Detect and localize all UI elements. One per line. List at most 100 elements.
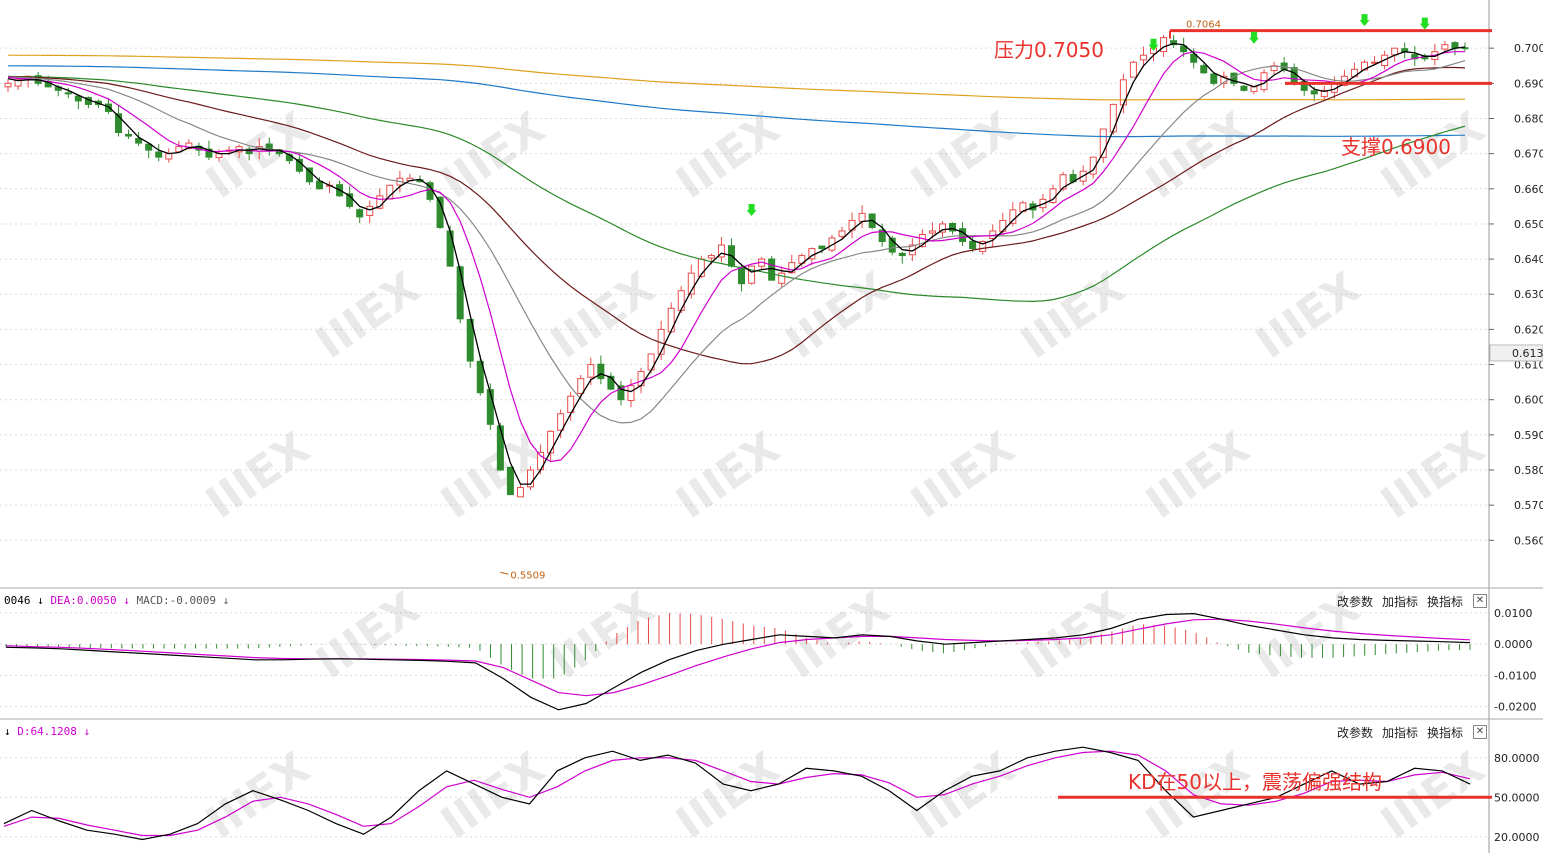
candle-down [64,92,72,95]
watermark-logo: IIIEX [307,262,429,369]
buy-signal-arrow-icon [1359,14,1370,27]
candles-group [4,34,1469,498]
candle-down [878,229,886,243]
candle-up [1441,44,1449,50]
macd-dea-line [5,618,1471,697]
candle-up [908,244,916,256]
candle-down [1240,85,1248,91]
candle-down [104,103,112,112]
candle-up [748,265,756,284]
candle-up [858,212,866,222]
macd-y-tick-label: 0.0000 [1494,638,1533,651]
watermark-logo: IIIEX [197,742,319,849]
candle-down [1461,47,1469,50]
buy-signal-arrow-icon [1148,38,1159,51]
candle-up [577,378,585,394]
kd-add-indicator-button[interactable]: 加指标 [1382,726,1419,740]
candle-up [1220,75,1228,84]
candle-down [597,363,605,380]
candle-down [155,151,163,158]
macd-dif-value: 0046 [4,594,31,607]
macd-close-icon[interactable]: ✕ [1473,594,1487,608]
candle-down [346,193,354,207]
macd-dea-arrow: ↓ [123,594,130,607]
candle-up [185,142,193,150]
candle-up [1139,54,1147,61]
watermark-logo: IIIEX [1012,262,1134,369]
candle-up [1250,86,1258,93]
candle-down [607,375,615,390]
kd-params-button[interactable]: 改参数 [1337,726,1374,740]
kd-k-arrow: ↓ [4,725,11,738]
candle-up [928,230,936,234]
candle-up [1320,89,1328,98]
watermark-logo: IIIEX [1247,262,1369,369]
low-price-label: 0.5509 [510,570,545,581]
kd-y-tick-label: 80.0000 [1494,752,1540,765]
high-price-label: 0.7064 [1186,20,1221,31]
candle-up [4,82,12,88]
ma60-line [7,66,1466,365]
candle-up [386,184,394,200]
macd-y-tick-label: -0.0200 [1494,701,1536,714]
support-annotation: 支撑0.6900 [1341,135,1451,159]
candle-up [979,241,987,252]
watermark-logo: IIIEX [307,582,429,689]
ma5-line [7,42,1466,485]
macd-dif-line [5,612,1471,711]
ma20-line [7,60,1466,424]
watermark-logo: IIIEX [902,742,1024,849]
candle-down [1310,90,1318,95]
candle-down [1210,73,1218,84]
candle-up [1109,103,1117,133]
macd-add-indicator-button[interactable]: 加指标 [1382,595,1419,609]
buy-signal-arrow-icon [1419,17,1430,30]
candle-down [356,209,364,218]
macd-value-arrow: ↓ [222,594,230,607]
kd-k-line [3,746,1471,841]
ma10-line [7,51,1465,463]
candle-up [667,307,675,333]
candle-down [74,95,82,102]
candle-up [828,237,836,251]
candle-down [506,466,514,496]
ma400-line [7,54,1465,101]
watermark-logo: IIIEX [1137,422,1259,529]
candle-down [1170,40,1178,46]
watermark-logo: IIIEX [1372,422,1494,529]
macd-value-label: MACD:-0.0009 [136,594,216,607]
watermark-logo: IIIEX [432,422,554,529]
candle-up [778,272,786,284]
candle-down [496,425,504,471]
candle-up [1129,61,1137,78]
ma120-line [7,75,1466,303]
candle-down [446,230,454,267]
macd-switch-indicator-button[interactable]: 换指标 [1427,595,1464,609]
buy-signal-arrow-icon [1248,31,1259,44]
candle-down [486,389,494,425]
kd-switch-indicator-button[interactable]: 换指标 [1427,726,1464,740]
candle-down [949,222,957,232]
candle-up [547,430,555,454]
candle-down [115,113,123,134]
candle-down [738,266,746,285]
kd-annotation: KD在50以上，震荡偏强结构 [1128,770,1382,794]
macd-y-tick-label: 0.0100 [1494,607,1533,620]
candle-down [205,148,213,158]
candle-up [557,413,565,431]
kd-header: ↓ D:64.1208 ↓ [4,725,90,738]
buy-signal-arrow-icon [746,203,757,216]
candle-up [587,364,595,378]
macd-params-button[interactable]: 改参数 [1337,595,1374,609]
candle-down [959,228,967,243]
watermark-logo: IIIEX [667,742,789,849]
macd-dif-arrow: ↓ [37,594,44,607]
candle-down [135,137,143,144]
kd-close-icon[interactable]: ✕ [1473,725,1487,739]
macd-header: 0046 ↓ DEA:0.0050 ↓ MACD:-0.0009 ↓ [4,594,229,607]
